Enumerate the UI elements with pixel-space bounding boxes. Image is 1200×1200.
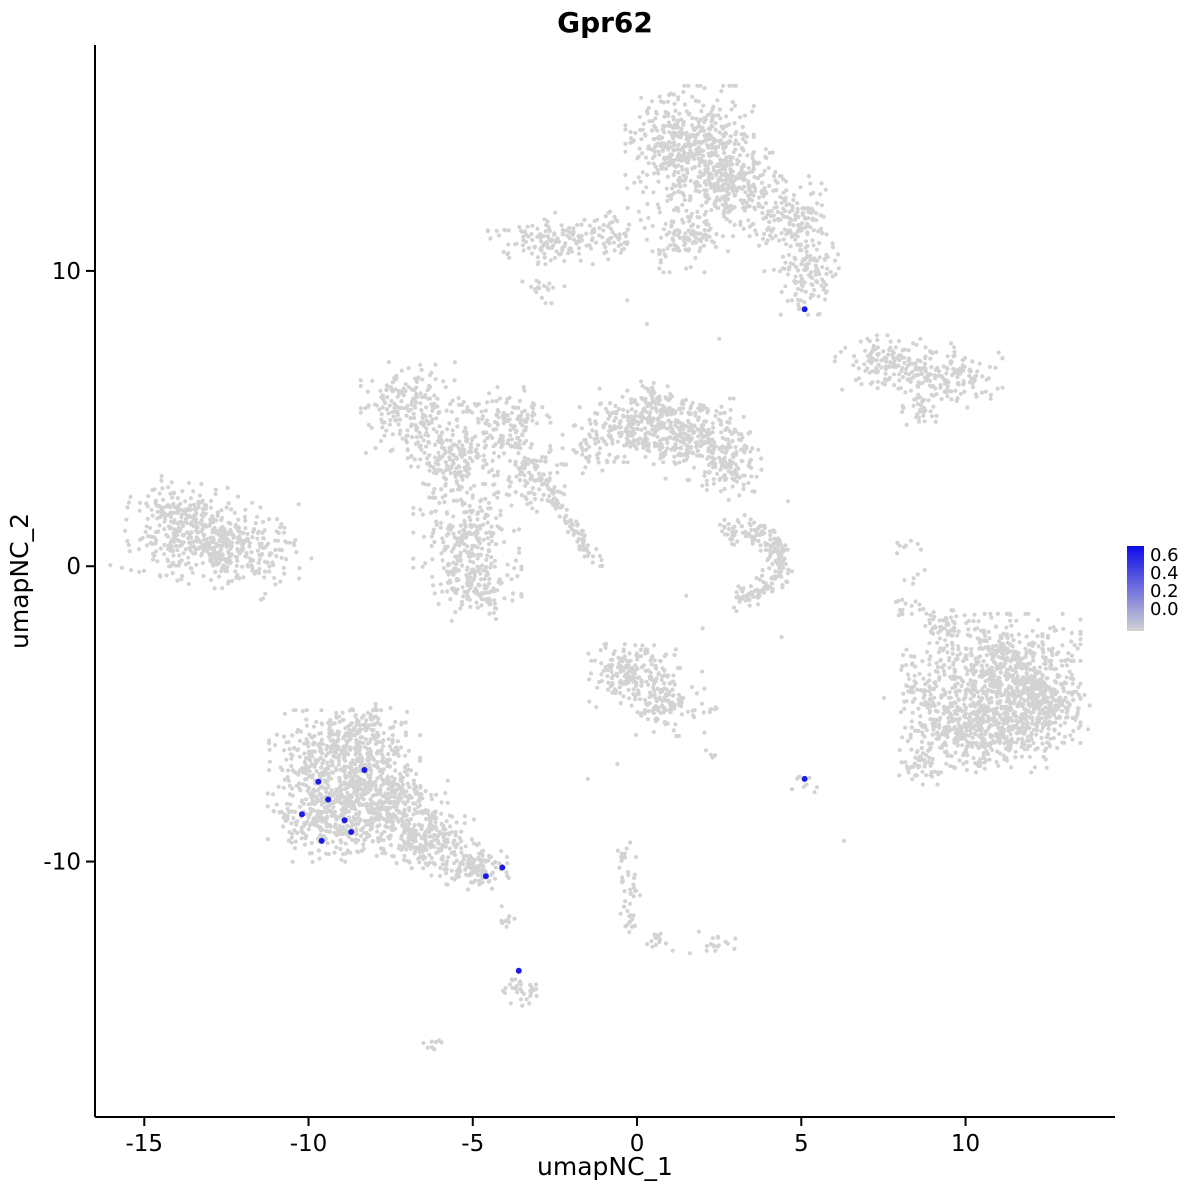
expressing-cell-point [361,767,368,773]
expressing-cell-point [801,775,808,782]
x-tick-label: 10 [951,1131,980,1157]
expressing-cell-point [348,829,355,835]
legend-tick-label: 0.6 [1150,545,1179,566]
expressing-cell-point [482,873,489,880]
y-axis-title: umapNC_2 [5,513,34,649]
x-tick-label: -10 [290,1131,328,1157]
expression-legend: 0.60.40.20.0 [1127,545,1179,631]
x-tick-label: 0 [630,1131,645,1157]
x-tick-label: -15 [125,1131,163,1157]
nonexpressing-cells-layer [108,83,1092,1052]
expressing-cell-point [515,967,522,974]
y-tick-label: -10 [43,850,81,876]
expressing-cell-point [315,778,322,785]
y-tick-label: 10 [52,259,81,285]
x-tick-label: 5 [794,1131,809,1157]
expressing-cell-point [318,837,325,844]
y-axis-ticks: 10 0 -10 [43,259,95,876]
expressing-cell-point [801,306,808,313]
x-axis-title: umapNC_1 [537,1152,673,1181]
legend-tick-label: 0.0 [1150,599,1179,620]
legend-gradient-bar [1127,546,1144,631]
x-axis-ticks: -15 -10 -5 0 5 10 [125,1117,980,1157]
x-tick-label: -5 [461,1131,484,1157]
legend-labels: 0.60.40.20.0 [1150,545,1179,620]
expressing-cell-point [325,796,332,803]
expressing-cell-point [299,811,305,818]
expressing-cells-layer [299,306,808,974]
legend-tick-label: 0.2 [1150,581,1179,602]
plot-title: Gpr62 [557,6,653,39]
y-tick-label: 0 [66,554,81,580]
expressing-cell-point [499,864,506,871]
expressing-cell-point [341,817,348,824]
legend-tick-label: 0.4 [1150,563,1179,584]
